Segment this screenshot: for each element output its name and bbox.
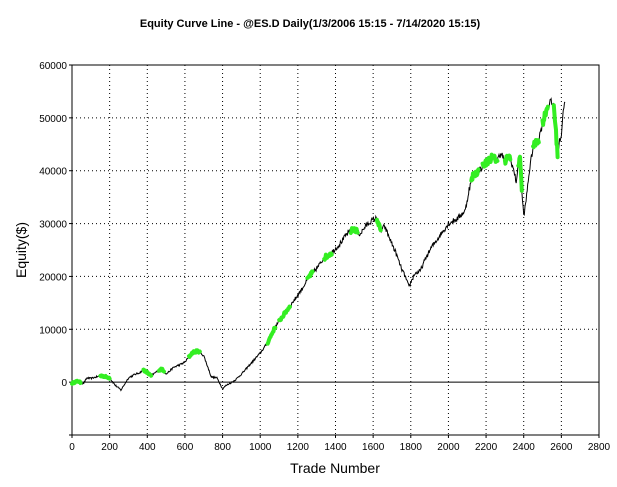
x-tick-label: 1800: [400, 442, 423, 453]
x-tick-label: 2000: [437, 442, 460, 453]
equity-high-segment: [348, 226, 360, 235]
equity-high-segment: [502, 153, 513, 166]
x-tick-label: 0: [69, 442, 75, 453]
x-tick-label: 2200: [475, 442, 498, 453]
y-tick-label: 20000: [39, 272, 67, 283]
x-tick-label: 2400: [513, 442, 536, 453]
x-tick-label: 400: [139, 442, 156, 453]
y-tick-label: 10000: [39, 325, 67, 336]
y-tick-label: 0: [61, 378, 67, 389]
x-tick-labels: 0 200 400 600 800 1000 1200 1400 1600 1800 2000 220…: [69, 442, 610, 453]
equity-high-segment: [98, 373, 112, 381]
y-tick-label: 50000: [39, 114, 67, 125]
x-tick-label: 200: [101, 442, 118, 453]
equity-high-segment: [305, 269, 315, 280]
equity-high-segment: [265, 325, 278, 346]
y-tick-label: 30000: [39, 220, 67, 231]
equity-high-segment: [516, 154, 524, 193]
equity-high-segment: [157, 366, 166, 374]
equity-high-segment: [70, 378, 83, 386]
y-tick-label: 60000: [39, 61, 67, 72]
equity-high-segment: [322, 251, 334, 262]
y-axis-label: Equity($): [13, 222, 29, 278]
x-axis-label: Trade Number: [290, 460, 380, 476]
equity-high-segment: [480, 152, 500, 169]
equity-high-segment: [141, 367, 154, 378]
x-tick-label: 1400: [324, 442, 347, 453]
equity-high-segment: [374, 217, 383, 233]
equity-high-segment: [551, 103, 560, 160]
x-tick-label: 1200: [287, 442, 310, 453]
equity-high-segment: [187, 348, 202, 359]
y-tick-labels: 0 10000 20000 30000 40000 50000 60000: [39, 61, 67, 389]
y-tick-label: 40000: [39, 167, 67, 178]
equity-series: [70, 97, 566, 392]
x-tick-label: 2800: [588, 442, 611, 453]
equity-high-segment: [469, 167, 481, 183]
equity-high-segment: [531, 138, 541, 150]
x-tick-label: 1000: [249, 442, 272, 453]
equity-high-segment: [277, 304, 292, 323]
x-tick-label: 600: [177, 442, 194, 453]
x-tick-label: 2600: [550, 442, 573, 453]
chart-title: Equity Curve Line - @ES.D Daily(1/3/2006…: [140, 18, 481, 30]
x-tick-label: 1600: [362, 442, 385, 453]
x-tick-label: 800: [214, 442, 231, 453]
equity-high-segment: [540, 104, 550, 127]
